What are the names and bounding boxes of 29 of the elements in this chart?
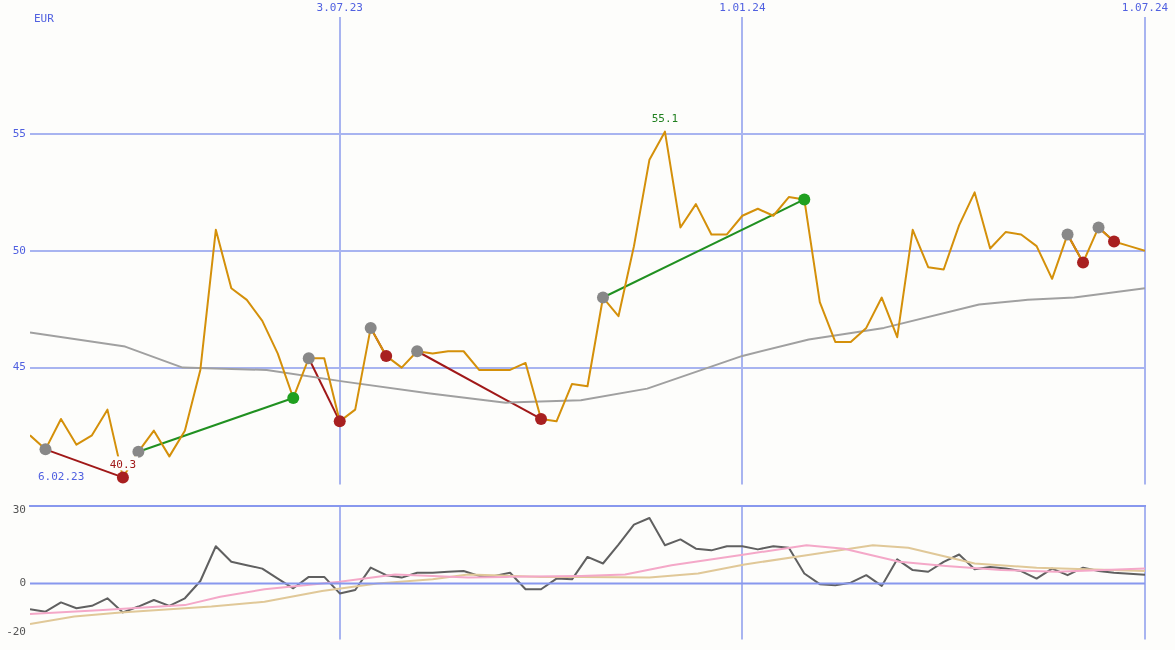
point — [535, 412, 548, 425]
point — [596, 291, 609, 304]
point — [1108, 235, 1121, 248]
annotation: 6.02.23 — [38, 469, 85, 483]
point — [411, 345, 424, 358]
point — [1061, 228, 1074, 241]
point — [132, 445, 145, 458]
y-tick-label: 0 — [19, 576, 26, 590]
point — [302, 352, 315, 365]
point — [333, 415, 346, 428]
annotation: 40.3 — [109, 457, 137, 471]
point — [1077, 256, 1090, 269]
y-tick-label: -20 — [6, 624, 26, 638]
y-tick-label: 50 — [12, 243, 26, 257]
y-tick-label: 30 — [12, 503, 26, 517]
x-tick-label: 3.07.23 — [316, 1, 363, 15]
y-tick-label: 55 — [12, 126, 26, 140]
point — [287, 391, 300, 404]
annotation: 55.1 — [651, 112, 679, 126]
y-axis-title: EUR — [34, 12, 55, 26]
point — [364, 321, 377, 334]
point — [380, 349, 393, 362]
point — [798, 193, 811, 206]
y-tick-label: 45 — [12, 360, 26, 374]
point — [116, 471, 129, 484]
x-tick-label: 1.07.24 — [1121, 1, 1169, 15]
point — [1092, 221, 1105, 234]
x-tick-label: 1.01.24 — [719, 1, 766, 15]
point — [39, 443, 52, 456]
